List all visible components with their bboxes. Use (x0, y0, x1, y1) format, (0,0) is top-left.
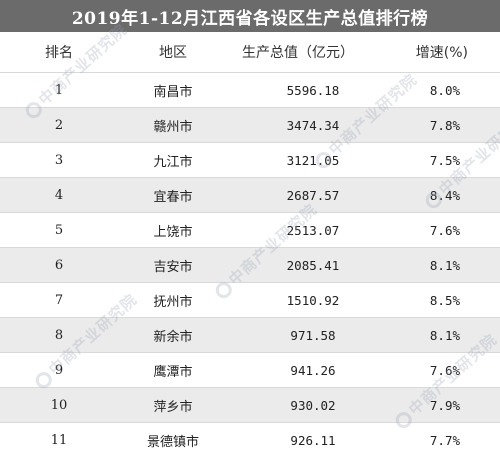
table-row: 9 鹰潭市 941.26 7.6% (0, 352, 500, 387)
table-header: 排名 地区 生产总值（亿元） 增速(%) (0, 32, 500, 72)
cell-rank: 8 (54, 327, 64, 343)
table-row: 1 南昌市 5596.18 8.0% (0, 72, 500, 107)
cell-rank: 5 (54, 222, 64, 238)
cell-region: 南昌市 (153, 84, 193, 100)
cell-gdp: 926.11 (290, 432, 336, 448)
cell-region: 上饶市 (153, 224, 193, 240)
table-row: 8 新余市 971.58 8.1% (0, 317, 500, 352)
cell-gdp: 930.02 (290, 397, 336, 413)
cell-growth: 8.1% (429, 257, 460, 273)
table-title: 2019年1-12月江西省各设区生产总值排行榜 (71, 8, 429, 29)
cell-growth: 7.6% (429, 222, 460, 238)
cell-rank: 1 (54, 82, 64, 98)
table-row: 10 萍乡市 930.02 7.9% (0, 387, 500, 422)
cell-region: 新余市 (153, 329, 193, 345)
cell-rank: 7 (54, 292, 64, 308)
cell-region: 鹰潭市 (153, 364, 193, 380)
cell-growth: 8.1% (429, 327, 460, 343)
cell-growth: 8.0% (429, 82, 460, 98)
cell-gdp: 3121.05 (286, 152, 340, 168)
table-row: 5 上饶市 2513.07 7.6% (0, 212, 500, 247)
cell-rank: 10 (50, 397, 68, 413)
cell-gdp: 2513.07 (286, 222, 340, 238)
cell-region: 九江市 (153, 154, 193, 170)
header-growth: 增速(%) (415, 45, 468, 61)
cell-gdp: 2687.57 (286, 187, 340, 203)
cell-growth: 8.5% (429, 292, 460, 308)
table-row: 4 宜春市 2687.57 8.4% (0, 177, 500, 212)
cell-region: 吉安市 (153, 259, 193, 275)
cell-rank: 4 (54, 187, 64, 203)
header-gdp: 生产总值（亿元） (242, 45, 354, 61)
cell-gdp: 1510.92 (286, 292, 340, 308)
header-rank: 排名 (45, 45, 73, 61)
table-row: 2 赣州市 3474.34 7.8% (0, 107, 500, 142)
table-row: 6 吉安市 2085.41 8.1% (0, 247, 500, 282)
cell-region: 景德镇市 (146, 434, 199, 450)
cell-rank: 11 (50, 432, 68, 448)
cell-gdp: 2085.41 (286, 257, 340, 273)
cell-growth: 8.4% (429, 187, 460, 203)
cell-growth: 7.9% (429, 397, 460, 413)
header-region: 地区 (159, 45, 187, 61)
cell-gdp: 3474.34 (286, 117, 340, 133)
title-bar: 2019年1-12月江西省各设区生产总值排行榜 (0, 0, 500, 32)
cell-growth: 7.5% (429, 152, 460, 168)
table-row: 11 景德镇市 926.11 7.7% (0, 422, 500, 457)
cell-region: 萍乡市 (153, 399, 193, 415)
cell-rank: 6 (54, 257, 64, 273)
cell-gdp: 971.58 (290, 327, 336, 343)
cell-region: 抚州市 (153, 294, 193, 310)
cell-growth: 7.6% (429, 362, 460, 378)
cell-region: 宜春市 (153, 189, 193, 205)
table-row: 3 九江市 3121.05 7.5% (0, 142, 500, 177)
table-body: 1 南昌市 5596.18 8.0% 2 赣州市 3474.34 7.8% 3 … (0, 72, 500, 457)
cell-growth: 7.7% (429, 432, 460, 448)
cell-gdp: 941.26 (290, 362, 336, 378)
table-row: 7 抚州市 1510.92 8.5% (0, 282, 500, 317)
cell-rank: 9 (54, 362, 64, 378)
cell-gdp: 5596.18 (286, 82, 340, 98)
cell-rank: 2 (54, 117, 64, 133)
cell-rank: 3 (54, 152, 64, 168)
cell-region: 赣州市 (153, 119, 193, 135)
cell-growth: 7.8% (429, 117, 460, 133)
